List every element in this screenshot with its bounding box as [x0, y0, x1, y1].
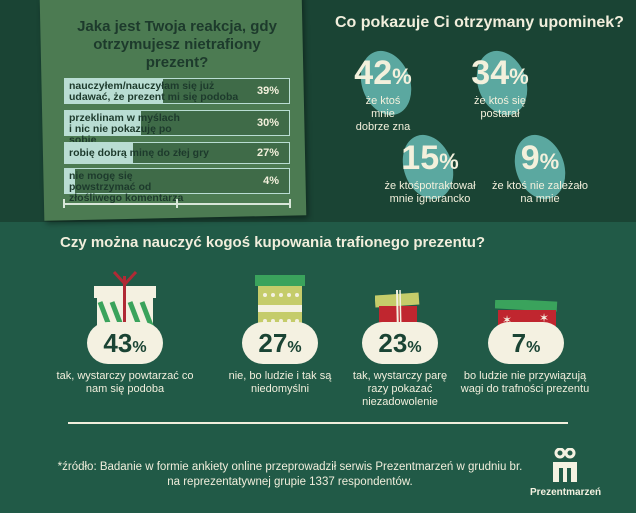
percent-badge: 27% [242, 322, 318, 364]
stat-unit: % [509, 64, 529, 89]
answer-text: bo ludzie nie przywiązują wagi do trafno… [460, 370, 590, 395]
badge-unit: % [407, 339, 422, 356]
stat-text: że ktoś mnie dobrze zna [355, 95, 411, 133]
bar-value: 27% [256, 147, 279, 159]
teach-title: Czy można nauczyć kogoś kupowania trafio… [60, 234, 486, 251]
bar-value: 30% [256, 117, 279, 129]
bar-row: nie mogę się powstrzymać od złośliwego k… [64, 168, 290, 204]
logo-gift-icon [553, 447, 577, 482]
answer-text: nie, bo ludzie i tak są niedomyślni [228, 370, 332, 395]
stat-number: 42 [354, 54, 393, 92]
bar-fill [65, 111, 141, 135]
reaction-title: Jaka jest Twoja reakcja, gdy otrzymujesz… [77, 18, 277, 71]
bar-fill [65, 169, 76, 193]
percent-badge: 23% [362, 322, 438, 364]
bar-value: 39% [256, 85, 279, 97]
bar-value: 4% [263, 175, 279, 187]
stat-item: 9% że ktoś nie zależało na mnie [480, 140, 600, 206]
bar-fill [65, 79, 164, 103]
answer-text: tak, wystarczy powtarzać co nam się podo… [56, 370, 194, 395]
answer-text: tak, wystarczy parę razy pokazać niezado… [352, 370, 448, 408]
axis-tick [63, 199, 65, 208]
gift-striped-icon [94, 270, 156, 330]
source-note: *źródło: Badanie w formie ankiety online… [57, 461, 523, 488]
logo-text: Prezentmarzeń [530, 487, 602, 498]
badge-number: 27 [258, 328, 288, 358]
brand-logo: Prezentmarzeń [530, 447, 602, 498]
stat-item: 34% że ktoś się postarał [440, 55, 560, 121]
divider [68, 422, 568, 424]
bar-row: przeklinam w myślach i nic nie pokazuję … [64, 110, 290, 146]
stat-unit: % [392, 64, 412, 89]
bar-row: nauczyłem/nauczyłam się już udawać, że p… [64, 78, 290, 104]
bar-fill [65, 143, 134, 163]
stat-item: 15% że ktośpotraktował mnie ignorancko [370, 140, 490, 206]
badge-number: 23 [378, 328, 408, 358]
bar-row: robię dobrą minę do złej gry 27% [64, 142, 290, 164]
stat-number: 15 [401, 139, 440, 177]
badge-unit: % [526, 339, 541, 356]
stat-unit: % [439, 149, 459, 174]
svg-text:✶: ✶ [502, 313, 512, 327]
bar-label: robię dobrą minę do złej gry [69, 147, 210, 159]
percent-badge: 43% [87, 322, 163, 364]
stat-text: że ktoś się postarał [474, 95, 526, 120]
axis-tick [176, 199, 178, 208]
stat-number: 34 [471, 54, 510, 92]
percent-badge: 7% [488, 322, 564, 364]
badge-unit: % [287, 339, 302, 356]
stat-item: 42% że ktoś mnie dobrze zna [323, 55, 443, 134]
badge-unit: % [132, 339, 147, 356]
stat-text: że ktośpotraktował mnie ignorancko [384, 180, 476, 205]
svg-text:✶: ✶ [539, 311, 549, 325]
shows-title: Co pokazuje Ci otrzymany upominek? [335, 14, 624, 31]
axis-tick [289, 199, 291, 208]
bar-label: nauczyłem/nauczyłam się już udawać, że p… [69, 80, 239, 103]
badge-number: 43 [103, 328, 133, 358]
badge-number: 7 [511, 328, 527, 358]
stat-unit: % [539, 149, 560, 174]
stat-text: że ktoś nie zależało na mnie [492, 180, 588, 205]
bar-label: nie mogę się powstrzymać od złośliwego k… [69, 170, 184, 204]
bar-label: przeklinam w myślach i nic nie pokazuję … [69, 112, 180, 146]
stat-number: 9 [520, 139, 540, 177]
